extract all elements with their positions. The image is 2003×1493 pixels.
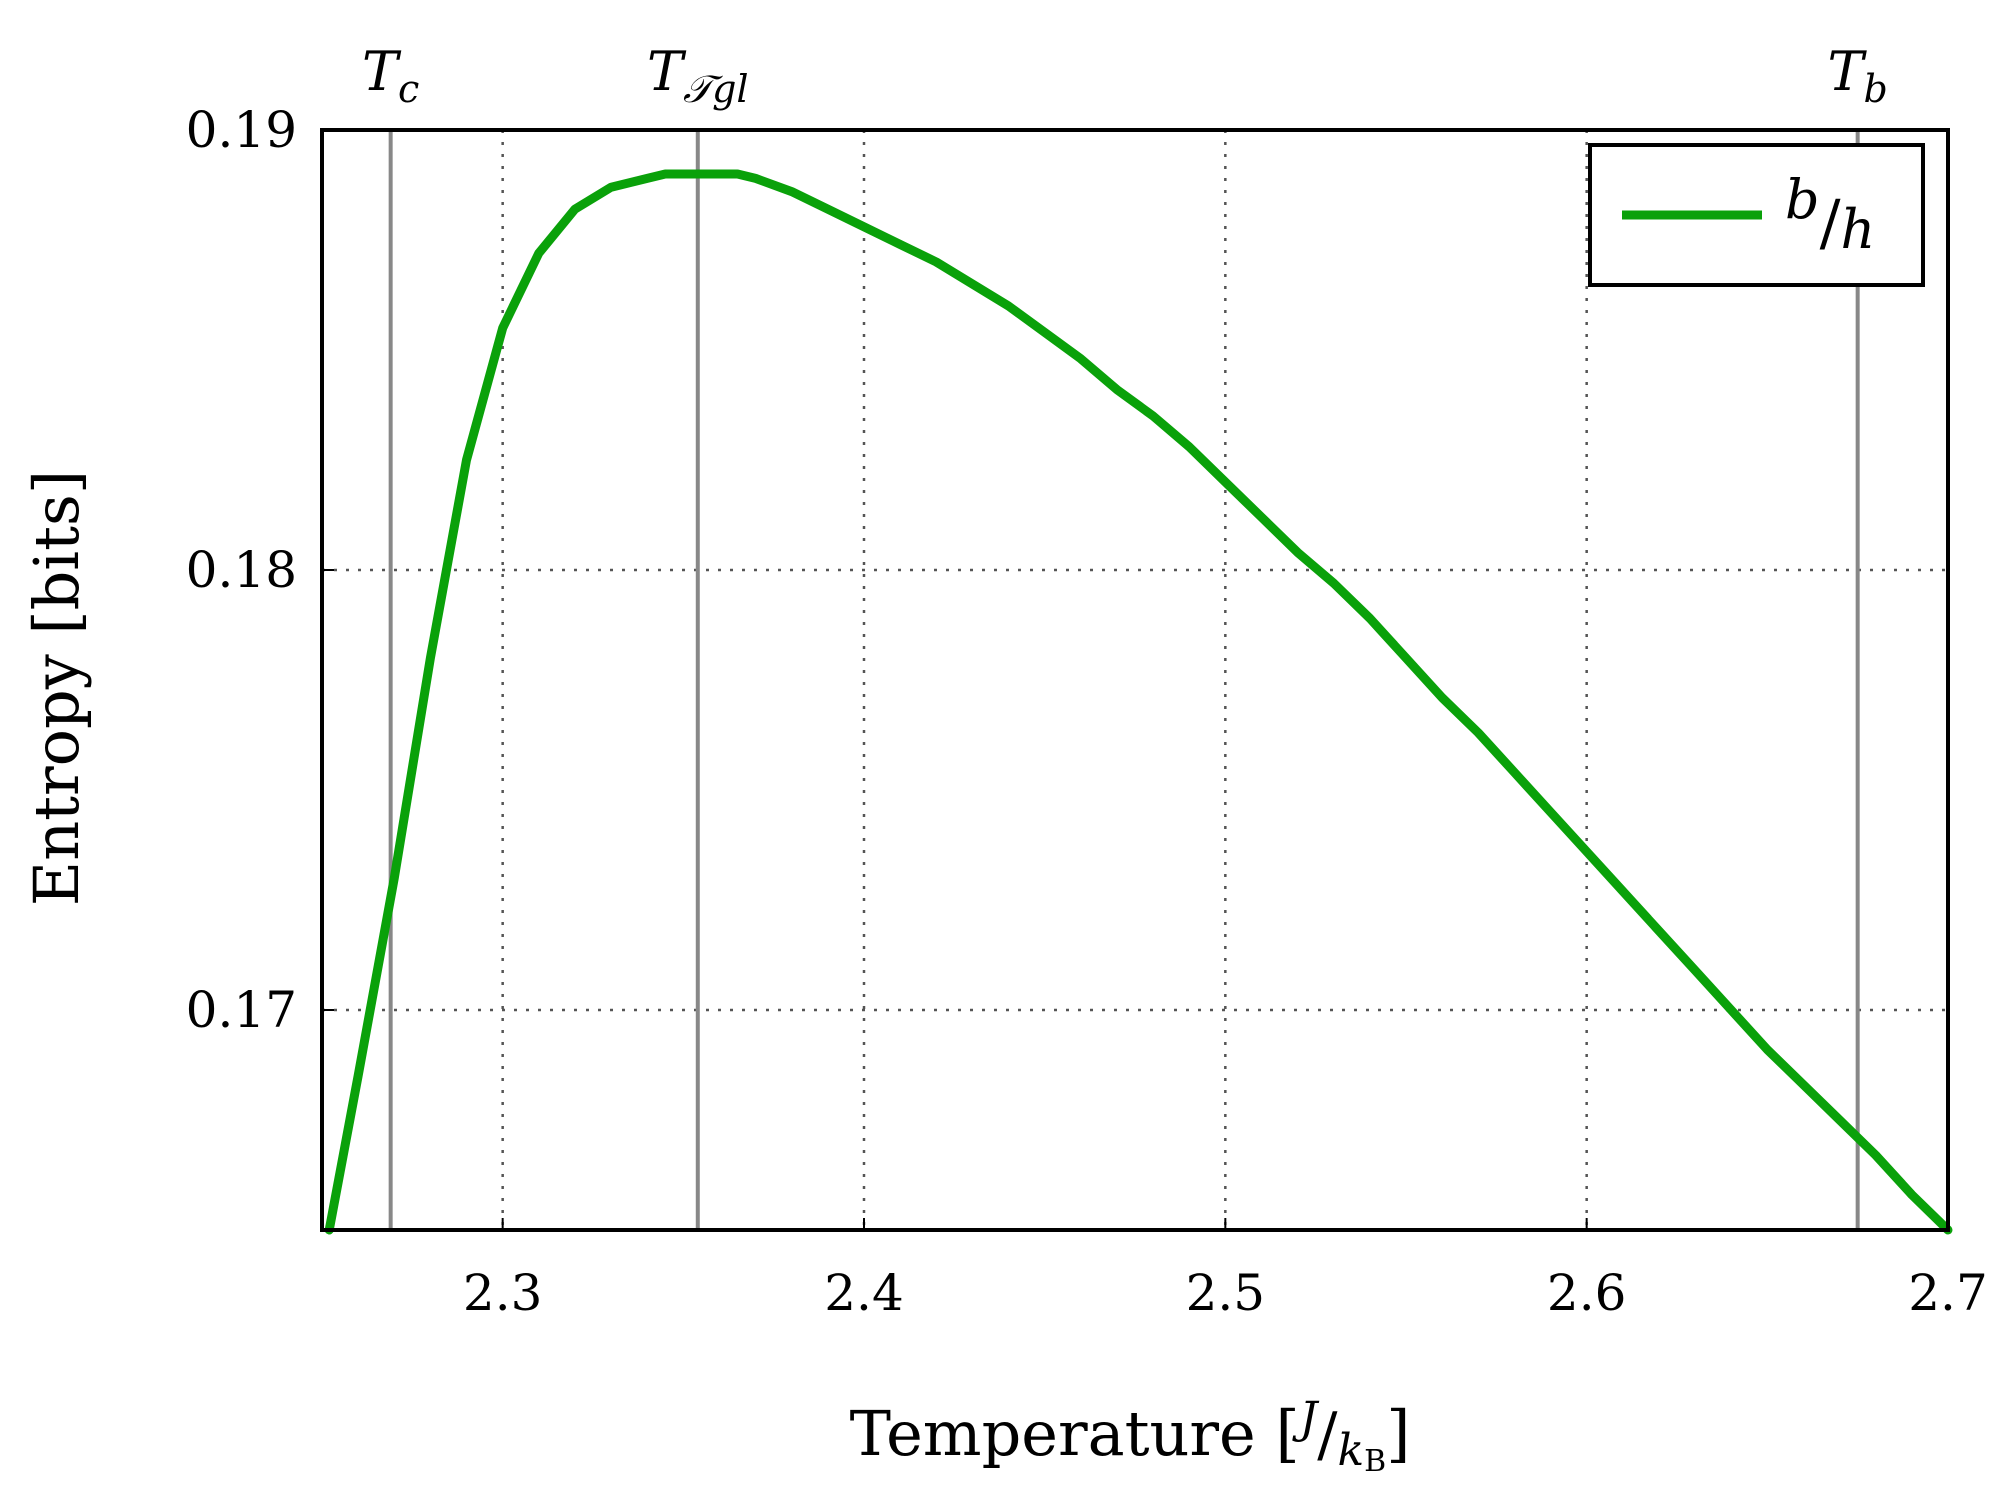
marker-label: Tb [1827, 40, 1887, 111]
x-tick-label: 2.5 [1186, 1264, 1266, 1322]
y-tick-label: 0.19 [186, 101, 297, 159]
series-layer [324, 169, 1953, 1235]
legend-label-b-over-h: b/h [1785, 168, 1875, 261]
ticks: 2.3 2.4 2.5 2.6 2.7 0.17 0.18 0.19 [186, 101, 1988, 1322]
plot-frame [320, 128, 1950, 1232]
y-tick-label: 0.17 [186, 981, 297, 1039]
x-tick-label: 2.6 [1547, 1264, 1627, 1322]
y-axis-title: Entropy [bits] [20, 470, 93, 906]
series-line-b-over-h [324, 169, 1953, 1235]
x-axis-title: Temperature [J/kB] [850, 1393, 1411, 1479]
y-tick-label: 0.18 [186, 541, 297, 599]
x-tick-label: 2.7 [1908, 1264, 1988, 1322]
legend: b/h [1588, 143, 1925, 287]
temperature-markers: Tc T𝒯gl Tb [362, 40, 1888, 1230]
x-tick-label: 2.4 [824, 1264, 904, 1322]
grid [322, 128, 1950, 1230]
x-tick-label: 2.3 [463, 1264, 543, 1322]
marker-label: Tc [362, 40, 419, 111]
marker-label: T𝒯gl [647, 40, 749, 111]
